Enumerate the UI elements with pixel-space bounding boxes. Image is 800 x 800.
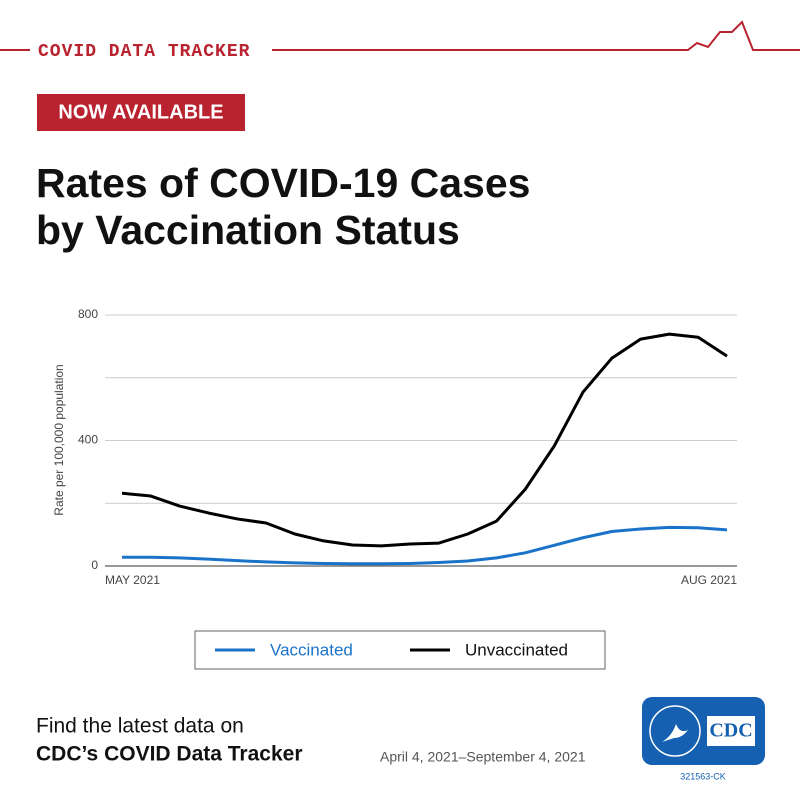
code: 321563-CK	[680, 771, 726, 781]
y-tick-label: 800	[78, 307, 98, 321]
footer-text: CDC’s COVID Data Tracker	[36, 743, 303, 766]
cdc-text: CDC	[709, 720, 752, 742]
cdc-logo	[642, 697, 765, 765]
line-series	[121, 332, 728, 548]
title: Rates of COVID-19 Cases	[36, 160, 530, 206]
date-range: April 4, 2021–September 4, 2021	[380, 749, 586, 765]
title: by Vaccination Status	[36, 207, 460, 253]
cdc-box	[707, 716, 755, 746]
y-tick-label: 400	[78, 433, 98, 447]
legend	[194, 630, 606, 670]
legend-items: Vaccinated Unvaccinated	[215, 640, 568, 659]
header-label: COVID DATA TRACKER	[38, 42, 250, 62]
hhs-eagle	[662, 724, 688, 742]
plot: 0 400 800 MAY 2021 AUG 2021	[78, 307, 737, 587]
line-series	[122, 525, 728, 566]
x-tick-label: AUG 2021	[681, 573, 737, 587]
badge	[37, 94, 245, 131]
legend-label: Vaccinated	[270, 640, 353, 659]
footer-text: Find the latest data on	[36, 715, 244, 738]
y-axis-label: Rate per 100,000 population	[52, 364, 66, 515]
hhs-seal	[649, 705, 701, 757]
badge-text: NOW AVAILABLE	[58, 101, 223, 123]
y-tick-label: 0	[91, 558, 98, 572]
x-tick-label: MAY 2021	[105, 573, 160, 587]
legend-label: Unvaccinated	[465, 640, 568, 659]
header-rule	[272, 20, 800, 51]
